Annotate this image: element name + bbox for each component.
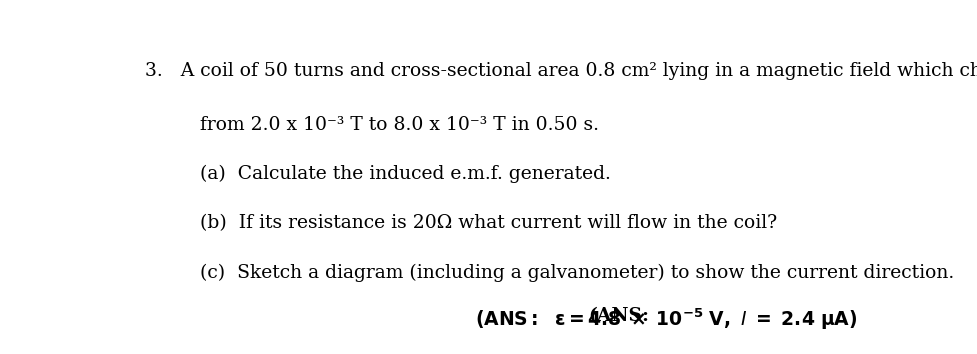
Text: $\mathbf{(ANS:\ \ \varepsilon = 4.8\ \times\ 10^{-5}\ V,\ \mathit{I}\ =\ 2.4\ \m: $\mathbf{(ANS:\ \ \varepsilon = 4.8\ \ti… xyxy=(475,307,857,332)
Text: (ANS:: (ANS: xyxy=(588,307,649,325)
Text: (a)  Calculate the induced e.m.f. generated.: (a) Calculate the induced e.m.f. generat… xyxy=(200,165,611,183)
Text: (c)  Sketch a diagram (including a galvanometer) to show the current direction.: (c) Sketch a diagram (including a galvan… xyxy=(200,263,954,281)
Text: (b)  If its resistance is 20Ω what current will flow in the coil?: (b) If its resistance is 20Ω what curren… xyxy=(200,214,777,232)
Text: from 2.0 x 10⁻³ T to 8.0 x 10⁻³ T in 0.50 s.: from 2.0 x 10⁻³ T to 8.0 x 10⁻³ T in 0.5… xyxy=(200,116,599,134)
Text: 3.   A coil of 50 turns and cross-sectional area 0.8 cm² lying in a magnetic fie: 3. A coil of 50 turns and cross-sectiona… xyxy=(145,62,977,80)
